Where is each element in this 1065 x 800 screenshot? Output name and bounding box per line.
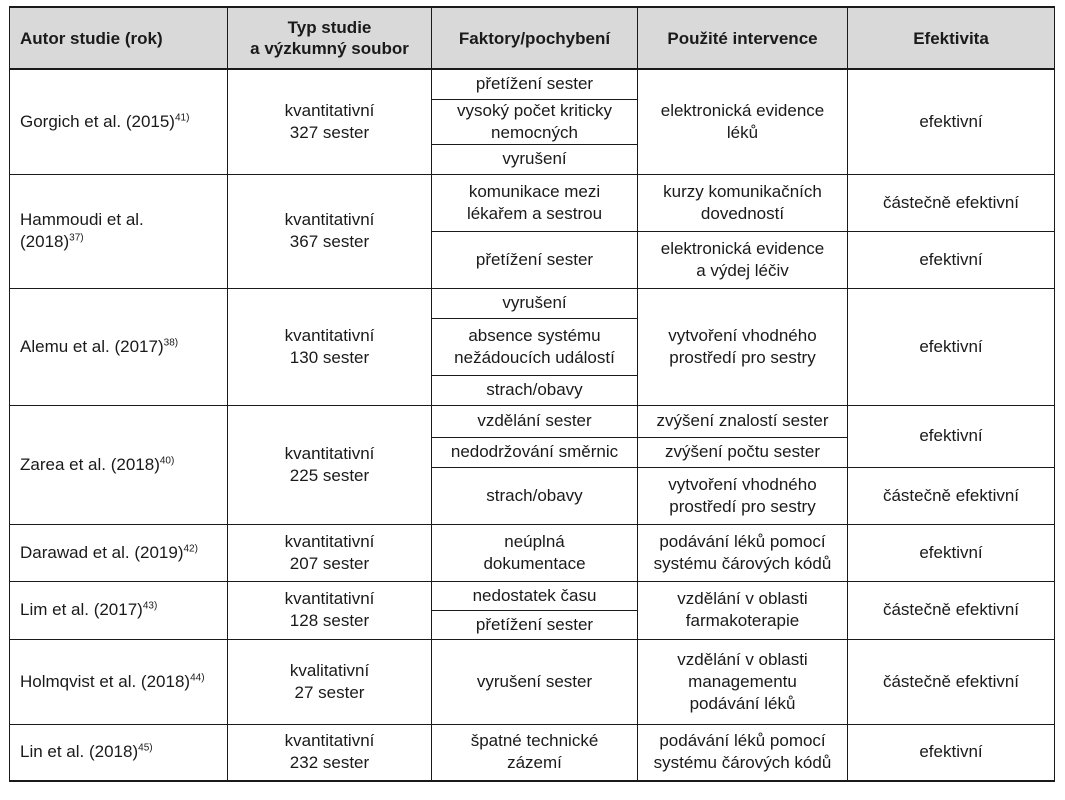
study-type-cell: kvantitativní 130 sester bbox=[227, 287, 432, 406]
reference-number: 41) bbox=[174, 112, 190, 124]
reference-number: 45) bbox=[138, 742, 153, 754]
effectiveness-cell: efektivní bbox=[847, 287, 1055, 406]
reference-number: 44) bbox=[190, 671, 205, 683]
header-author: Autor studie (rok) bbox=[9, 6, 228, 70]
author-cell: Gorgich et al. (2015)41) bbox=[9, 68, 228, 175]
author-cell: Zarea et al. (2018)40) bbox=[9, 404, 228, 525]
table-row: Zarea et al. (2018)40) kvantitativní 225… bbox=[9, 404, 1055, 525]
reference-number: 37) bbox=[69, 232, 84, 244]
header-interventions: Použité intervence bbox=[637, 6, 848, 70]
factor-cell: komunikace mezi lékařem a sestrou bbox=[431, 173, 638, 232]
author-cell: Lim et al. (2017)43) bbox=[9, 580, 228, 640]
factor-cell: přetížení sester bbox=[431, 609, 638, 640]
table-row: Gorgich et al. (2015)41) kvantitativní 3… bbox=[9, 68, 1055, 175]
intervention-cell: podávání léků pomocí systému čárových kó… bbox=[637, 723, 848, 782]
factor-cell: absence systému nežádoucích událostí bbox=[431, 317, 638, 376]
factor-cell: strach/obavy bbox=[431, 466, 638, 525]
intervention-cell: vytvoření vhodného prostředí pro sestry bbox=[637, 287, 848, 406]
table-row: Lin et al. (2018)45) kvantitativní 232 s… bbox=[9, 723, 1055, 782]
author-cell: Alemu et al. (2017)38) bbox=[9, 287, 228, 406]
table-row: přetížení sester elektronická evidence a… bbox=[10, 230, 1055, 289]
table-row: strach/obavy vytvoření vhodného prostřed… bbox=[10, 466, 1055, 525]
header-factors: Faktory/pochybení bbox=[431, 6, 638, 70]
effectiveness-cell: efektivní bbox=[847, 723, 1055, 782]
study-type-cell: kvantitativní 367 sester bbox=[227, 173, 432, 289]
study-type-cell: kvantitativní 327 sester bbox=[227, 68, 432, 175]
header-study-type: Typ studie a výzkumný soubor bbox=[227, 6, 432, 70]
author-cell: Lin et al. (2018)45) bbox=[9, 723, 228, 782]
effectiveness-cell: efektivní bbox=[847, 230, 1055, 289]
studies-table: Autor studie (rok) Typ studie a výzkumný… bbox=[9, 6, 1055, 782]
study-type-cell: kvantitativní 232 sester bbox=[227, 723, 432, 782]
factor-cell: vzdělání sester bbox=[431, 404, 638, 438]
factor-cell: vysoký počet kriticky nemocných bbox=[431, 98, 638, 145]
effectiveness-cell: částečně efektivní bbox=[847, 173, 1055, 232]
factor-cell: neúplná dokumentace bbox=[431, 523, 638, 582]
reference-number: 38) bbox=[163, 336, 179, 348]
effectiveness-cell: efektivní bbox=[847, 68, 1055, 175]
reference-number: 42) bbox=[183, 542, 198, 554]
table-row: vysoký počet kriticky nemocných bbox=[10, 98, 1055, 145]
study-type-cell: kvantitativní 128 sester bbox=[227, 580, 432, 640]
author-cell: Darawad et al. (2019)42) bbox=[9, 523, 228, 582]
intervention-cell: elektronická evidence léků bbox=[637, 68, 848, 175]
intervention-cell: zvýšení znalostí sester bbox=[637, 404, 848, 438]
table-row: Holmqvist et al. (2018)44) kvalitativní … bbox=[9, 638, 1055, 725]
table-row: Lim et al. (2017)43) kvantitativní 128 s… bbox=[9, 580, 1055, 640]
author-cell: Holmqvist et al. (2018)44) bbox=[9, 638, 228, 725]
intervention-cell: elektronická evidence a výdej léčiv bbox=[637, 230, 848, 289]
intervention-cell: vzdělání v oblasti managementu podávání … bbox=[637, 638, 848, 725]
reference-number: 40) bbox=[159, 454, 175, 466]
intervention-cell: podávání léků pomocí systému čárových kó… bbox=[637, 523, 848, 582]
header-effectiveness: Efektivita bbox=[847, 6, 1055, 70]
table-row: Hammoudi et al. (2018)37) kvantitativní … bbox=[9, 173, 1055, 289]
effectiveness-cell: efektivní bbox=[847, 404, 1055, 468]
table-row: Darawad et al. (2019)42) kvantitativní 2… bbox=[9, 523, 1055, 582]
table-row: nedodržování směrnic zvýšení počtu seste… bbox=[10, 436, 1055, 468]
reference-number: 43) bbox=[142, 600, 158, 612]
intervention-cell: kurzy komunikačních dovedností bbox=[637, 173, 848, 232]
table-row: strach/obavy bbox=[10, 374, 1055, 406]
study-type-cell: kvantitativní 207 sester bbox=[227, 523, 432, 582]
factor-cell: špatné technické zázemí bbox=[431, 723, 638, 782]
factor-cell: vyrušení bbox=[431, 287, 638, 319]
factor-cell: nedostatek času bbox=[431, 580, 638, 611]
factor-cell: přetížení sester bbox=[431, 230, 638, 289]
factor-cell: strach/obavy bbox=[431, 374, 638, 406]
intervention-cell: zvýšení počtu sester bbox=[637, 436, 848, 468]
effectiveness-cell: efektivní bbox=[847, 523, 1055, 582]
intervention-cell: vytvoření vhodného prostředí pro sestry bbox=[637, 466, 848, 525]
effectiveness-cell: částečně efektivní bbox=[847, 580, 1055, 640]
author-cell: Hammoudi et al. (2018)37) bbox=[9, 173, 228, 289]
table-row: vyrušení bbox=[10, 143, 1055, 175]
factor-cell: vyrušení bbox=[431, 143, 638, 175]
study-type-cell: kvalitativní 27 sester bbox=[227, 638, 432, 725]
factor-cell: vyrušení sester bbox=[431, 638, 638, 725]
effectiveness-cell: částečně efektivní bbox=[847, 466, 1055, 525]
table-row: Alemu et al. (2017)38) kvantitativní 130… bbox=[9, 287, 1055, 406]
study-type-cell: kvantitativní 225 sester bbox=[227, 404, 432, 525]
intervention-cell: vzdělání v oblasti farmakoterapie bbox=[637, 580, 848, 640]
table-row: absence systému nežádoucích událostí bbox=[10, 317, 1055, 376]
effectiveness-cell: částečně efektivní bbox=[847, 638, 1055, 725]
factor-cell: nedodržování směrnic bbox=[431, 436, 638, 468]
factor-cell: přetížení sester bbox=[431, 68, 638, 100]
header-row: Autor studie (rok) Typ studie a výzkumný… bbox=[9, 6, 1055, 70]
